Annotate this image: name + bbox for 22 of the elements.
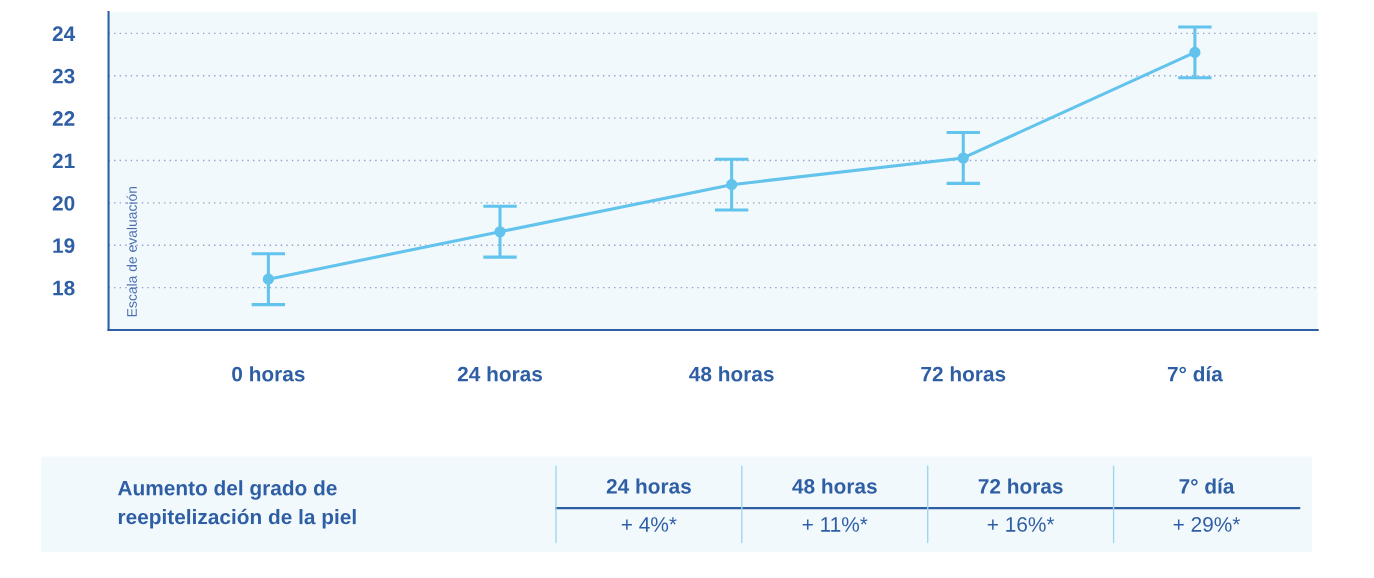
x-tick-label: 48 horas bbox=[689, 366, 774, 382]
x-tick-label: 7° día bbox=[1167, 365, 1223, 382]
y-tick-label: 23 bbox=[52, 68, 75, 84]
category-label: 7° día bbox=[1179, 478, 1235, 494]
y-tick-label: 19 bbox=[53, 238, 75, 254]
y-tick-label: 22 bbox=[52, 111, 75, 126]
text: + 16%* bbox=[987, 517, 1055, 532]
category-label: 72 horas bbox=[978, 478, 1063, 494]
category-label: 24 horas bbox=[606, 478, 691, 494]
text: + 4%* bbox=[621, 517, 677, 532]
text: + 29%* bbox=[1173, 517, 1241, 532]
y-tick-label: 20 bbox=[52, 195, 75, 211]
y-tick-label: 24 bbox=[52, 26, 76, 41]
y-axis-title: Escala de evaluación bbox=[126, 186, 137, 317]
text: Aumento del grado de reepitelización de la piel bbox=[117, 480, 356, 529]
x-tick-label: 72 horas bbox=[921, 366, 1006, 382]
x-tick-label: 24 horas bbox=[457, 366, 542, 382]
text: + 11%* bbox=[802, 517, 868, 532]
y-tick-label: 18 bbox=[53, 280, 75, 296]
category-label: 48 horas bbox=[792, 478, 877, 494]
y-tick-label: 21 bbox=[52, 153, 75, 169]
x-tick-label: 0 horas bbox=[232, 366, 305, 382]
